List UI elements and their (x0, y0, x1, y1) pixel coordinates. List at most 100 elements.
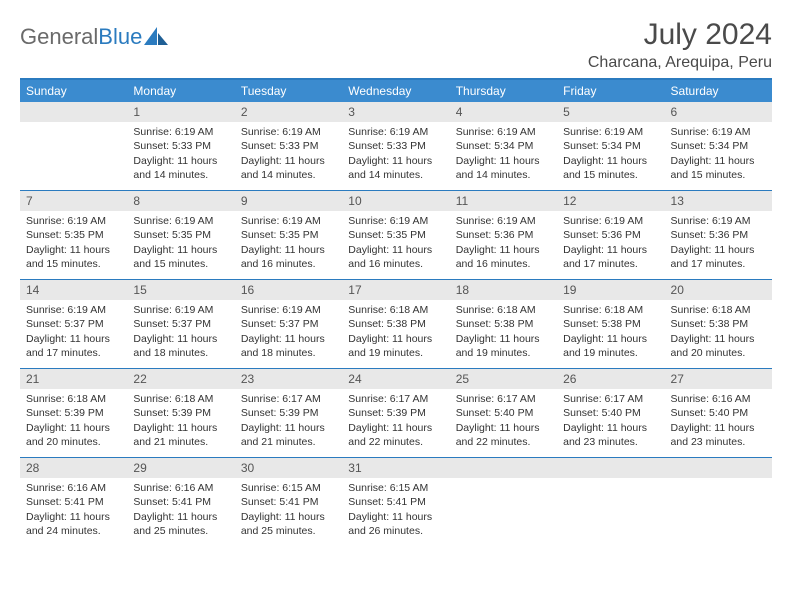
sunrise-text: Sunrise: 6:18 AM (348, 303, 443, 317)
day-cell (665, 458, 772, 546)
sunrise-text: Sunrise: 6:19 AM (241, 214, 336, 228)
day-body: Sunrise: 6:16 AMSunset: 5:40 PMDaylight:… (665, 389, 772, 455)
day-number: 3 (342, 102, 449, 122)
sunrise-text: Sunrise: 6:19 AM (563, 125, 658, 139)
daylight-text: Daylight: 11 hours and 14 minutes. (241, 154, 336, 182)
day-cell: 16Sunrise: 6:19 AMSunset: 5:37 PMDayligh… (235, 280, 342, 368)
day-number: 4 (450, 102, 557, 122)
day-body: Sunrise: 6:19 AMSunset: 5:35 PMDaylight:… (235, 211, 342, 277)
day-number: 31 (342, 458, 449, 478)
weekday-header: Tuesday (235, 80, 342, 102)
daylight-text: Daylight: 11 hours and 23 minutes. (563, 421, 658, 449)
sunrise-text: Sunrise: 6:19 AM (563, 214, 658, 228)
sunset-text: Sunset: 5:34 PM (671, 139, 766, 153)
day-body (20, 122, 127, 131)
day-body: Sunrise: 6:18 AMSunset: 5:38 PMDaylight:… (450, 300, 557, 366)
sunrise-text: Sunrise: 6:18 AM (26, 392, 121, 406)
sunrise-text: Sunrise: 6:18 AM (133, 392, 228, 406)
sunset-text: Sunset: 5:35 PM (348, 228, 443, 242)
day-body: Sunrise: 6:19 AMSunset: 5:36 PMDaylight:… (557, 211, 664, 277)
sunrise-text: Sunrise: 6:19 AM (26, 303, 121, 317)
day-cell: 1Sunrise: 6:19 AMSunset: 5:33 PMDaylight… (127, 102, 234, 190)
day-number: 28 (20, 458, 127, 478)
daylight-text: Daylight: 11 hours and 24 minutes. (26, 510, 121, 538)
sunset-text: Sunset: 5:41 PM (348, 495, 443, 509)
daylight-text: Daylight: 11 hours and 23 minutes. (671, 421, 766, 449)
daylight-text: Daylight: 11 hours and 25 minutes. (241, 510, 336, 538)
day-number: 8 (127, 191, 234, 211)
day-number: 2 (235, 102, 342, 122)
daylight-text: Daylight: 11 hours and 22 minutes. (456, 421, 551, 449)
day-body: Sunrise: 6:15 AMSunset: 5:41 PMDaylight:… (235, 478, 342, 544)
sunrise-text: Sunrise: 6:17 AM (456, 392, 551, 406)
day-number: 25 (450, 369, 557, 389)
day-cell: 28Sunrise: 6:16 AMSunset: 5:41 PMDayligh… (20, 458, 127, 546)
day-number: 24 (342, 369, 449, 389)
logo-text-gray: General (20, 24, 98, 50)
day-number: 1 (127, 102, 234, 122)
weekday-header: Monday (127, 80, 234, 102)
day-cell: 19Sunrise: 6:18 AMSunset: 5:38 PMDayligh… (557, 280, 664, 368)
day-number: 7 (20, 191, 127, 211)
day-number: 30 (235, 458, 342, 478)
day-number (557, 458, 664, 478)
sunset-text: Sunset: 5:35 PM (26, 228, 121, 242)
day-body: Sunrise: 6:19 AMSunset: 5:36 PMDaylight:… (665, 211, 772, 277)
sunset-text: Sunset: 5:34 PM (456, 139, 551, 153)
weekday-header: Friday (557, 80, 664, 102)
day-body: Sunrise: 6:19 AMSunset: 5:34 PMDaylight:… (450, 122, 557, 188)
logo-text-blue: Blue (98, 24, 142, 50)
day-body: Sunrise: 6:19 AMSunset: 5:35 PMDaylight:… (342, 211, 449, 277)
daylight-text: Daylight: 11 hours and 21 minutes. (133, 421, 228, 449)
day-body: Sunrise: 6:19 AMSunset: 5:34 PMDaylight:… (665, 122, 772, 188)
sunset-text: Sunset: 5:40 PM (456, 406, 551, 420)
day-number (20, 102, 127, 122)
day-body: Sunrise: 6:18 AMSunset: 5:38 PMDaylight:… (557, 300, 664, 366)
sunset-text: Sunset: 5:37 PM (133, 317, 228, 331)
sunset-text: Sunset: 5:37 PM (241, 317, 336, 331)
sunset-text: Sunset: 5:35 PM (133, 228, 228, 242)
day-body: Sunrise: 6:16 AMSunset: 5:41 PMDaylight:… (20, 478, 127, 544)
day-body: Sunrise: 6:19 AMSunset: 5:37 PMDaylight:… (20, 300, 127, 366)
sunrise-text: Sunrise: 6:19 AM (133, 125, 228, 139)
day-number: 19 (557, 280, 664, 300)
daylight-text: Daylight: 11 hours and 15 minutes. (671, 154, 766, 182)
day-number: 13 (665, 191, 772, 211)
daylight-text: Daylight: 11 hours and 20 minutes. (671, 332, 766, 360)
sunrise-text: Sunrise: 6:16 AM (671, 392, 766, 406)
daylight-text: Daylight: 11 hours and 21 minutes. (241, 421, 336, 449)
sunrise-text: Sunrise: 6:18 AM (563, 303, 658, 317)
day-cell: 10Sunrise: 6:19 AMSunset: 5:35 PMDayligh… (342, 191, 449, 279)
day-cell: 18Sunrise: 6:18 AMSunset: 5:38 PMDayligh… (450, 280, 557, 368)
sunset-text: Sunset: 5:41 PM (26, 495, 121, 509)
day-body: Sunrise: 6:19 AMSunset: 5:35 PMDaylight:… (127, 211, 234, 277)
day-body (557, 478, 664, 487)
sunrise-text: Sunrise: 6:19 AM (671, 125, 766, 139)
sunset-text: Sunset: 5:39 PM (241, 406, 336, 420)
day-cell (557, 458, 664, 546)
sunset-text: Sunset: 5:36 PM (456, 228, 551, 242)
day-number: 23 (235, 369, 342, 389)
sunrise-text: Sunrise: 6:19 AM (671, 214, 766, 228)
day-body (450, 478, 557, 487)
week-row: 7Sunrise: 6:19 AMSunset: 5:35 PMDaylight… (20, 190, 772, 279)
sunset-text: Sunset: 5:41 PM (133, 495, 228, 509)
day-cell: 30Sunrise: 6:15 AMSunset: 5:41 PMDayligh… (235, 458, 342, 546)
month-title: July 2024 (588, 18, 772, 52)
sunset-text: Sunset: 5:39 PM (26, 406, 121, 420)
day-cell: 7Sunrise: 6:19 AMSunset: 5:35 PMDaylight… (20, 191, 127, 279)
day-cell: 24Sunrise: 6:17 AMSunset: 5:39 PMDayligh… (342, 369, 449, 457)
day-cell: 12Sunrise: 6:19 AMSunset: 5:36 PMDayligh… (557, 191, 664, 279)
week-row: 1Sunrise: 6:19 AMSunset: 5:33 PMDaylight… (20, 102, 772, 190)
sunset-text: Sunset: 5:35 PM (241, 228, 336, 242)
day-body: Sunrise: 6:16 AMSunset: 5:41 PMDaylight:… (127, 478, 234, 544)
sunrise-text: Sunrise: 6:19 AM (133, 303, 228, 317)
day-body: Sunrise: 6:15 AMSunset: 5:41 PMDaylight:… (342, 478, 449, 544)
day-cell: 29Sunrise: 6:16 AMSunset: 5:41 PMDayligh… (127, 458, 234, 546)
weekday-header-row: Sunday Monday Tuesday Wednesday Thursday… (20, 80, 772, 102)
sunset-text: Sunset: 5:38 PM (671, 317, 766, 331)
sunrise-text: Sunrise: 6:19 AM (348, 214, 443, 228)
daylight-text: Daylight: 11 hours and 17 minutes. (26, 332, 121, 360)
sunrise-text: Sunrise: 6:19 AM (348, 125, 443, 139)
location: Charcana, Arequipa, Peru (588, 54, 772, 72)
